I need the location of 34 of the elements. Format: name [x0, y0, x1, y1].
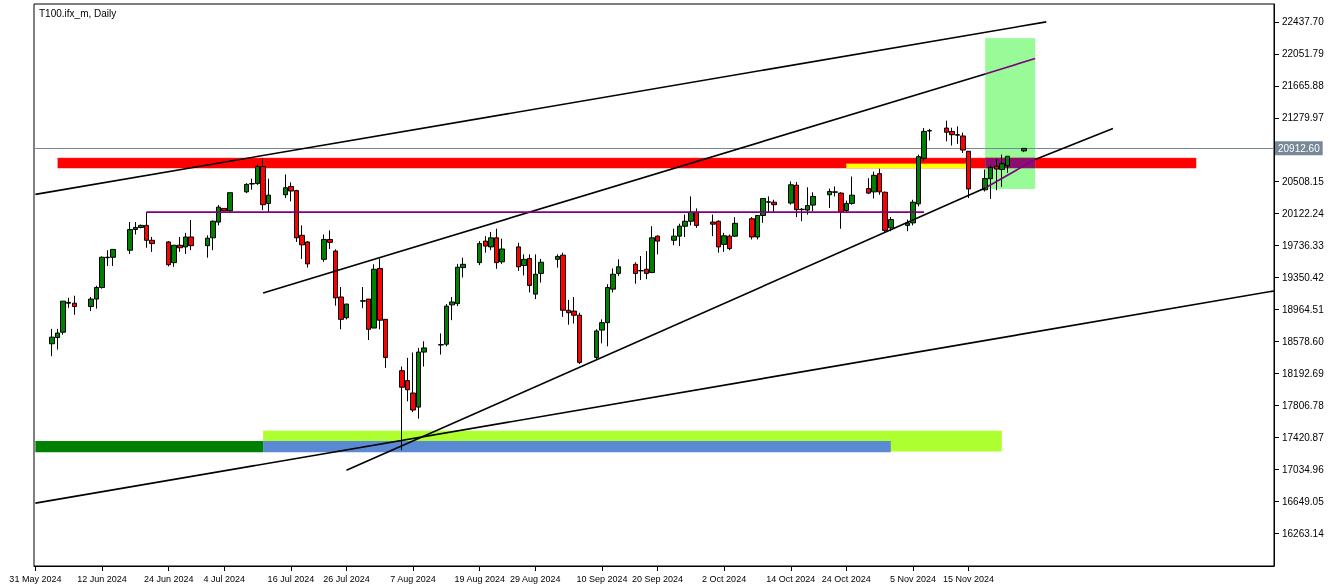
x-tick-label: 16 Jul 2024: [267, 573, 315, 584]
x-tick-label: 5 Nov 2024: [889, 573, 936, 584]
x-tick-label: 2 Oct 2024: [702, 573, 747, 584]
y-tick-label: 20508.15: [1282, 176, 1325, 188]
x-tick-label: 10 Sep 2024: [576, 573, 628, 584]
x-tick-label: 26 Jul 2024: [323, 573, 370, 584]
y-tick-label: 21279.97: [1282, 112, 1325, 124]
x-tick-label: 24 Oct 2024: [821, 573, 871, 584]
x-tick-label: 19 Aug 2024: [454, 573, 506, 584]
x-tick-label: 14 Oct 2024: [766, 573, 816, 584]
x-tick-label: 12 Jun 2024: [77, 573, 127, 584]
y-tick-label: 18964.51: [1282, 303, 1325, 315]
chart-title: T100.ifx_m, Daily: [39, 7, 117, 19]
y-tick-label: 16263.14: [1282, 527, 1325, 539]
x-tick-label: 7 Aug 2024: [390, 573, 436, 584]
y-tick-label: 22437.70: [1282, 16, 1325, 28]
y-tick-label: 19350.42: [1282, 272, 1325, 284]
y-tick-label: 18192.69: [1282, 367, 1325, 379]
x-tick-label: 24 Jun 2024: [143, 573, 194, 584]
x-tick-label: 4 Jul 2024: [203, 573, 246, 584]
y-tick-label: 20122.24: [1282, 208, 1325, 220]
y-tick-label: 17034.96: [1282, 463, 1325, 475]
y-tick-label: 18578.60: [1282, 335, 1325, 347]
x-tick-label: 15 Nov 2024: [942, 573, 995, 584]
x-tick-label: 31 May 2024: [9, 573, 62, 584]
x-tick-label: 29 Aug 2024: [510, 573, 561, 584]
y-tick-label: 19736.33: [1282, 240, 1325, 252]
y-tick-label: 17806.78: [1282, 399, 1325, 411]
y-tick-label: 17420.87: [1282, 431, 1325, 443]
y-tick-label: 22051.79: [1282, 48, 1325, 60]
ref-line-label: 20912.60: [1278, 142, 1321, 154]
x-tick-label: 20 Sep 2024: [631, 573, 683, 584]
y-tick-label: 16649.05: [1282, 495, 1325, 507]
y-tick-label: 21665.88: [1282, 80, 1325, 92]
